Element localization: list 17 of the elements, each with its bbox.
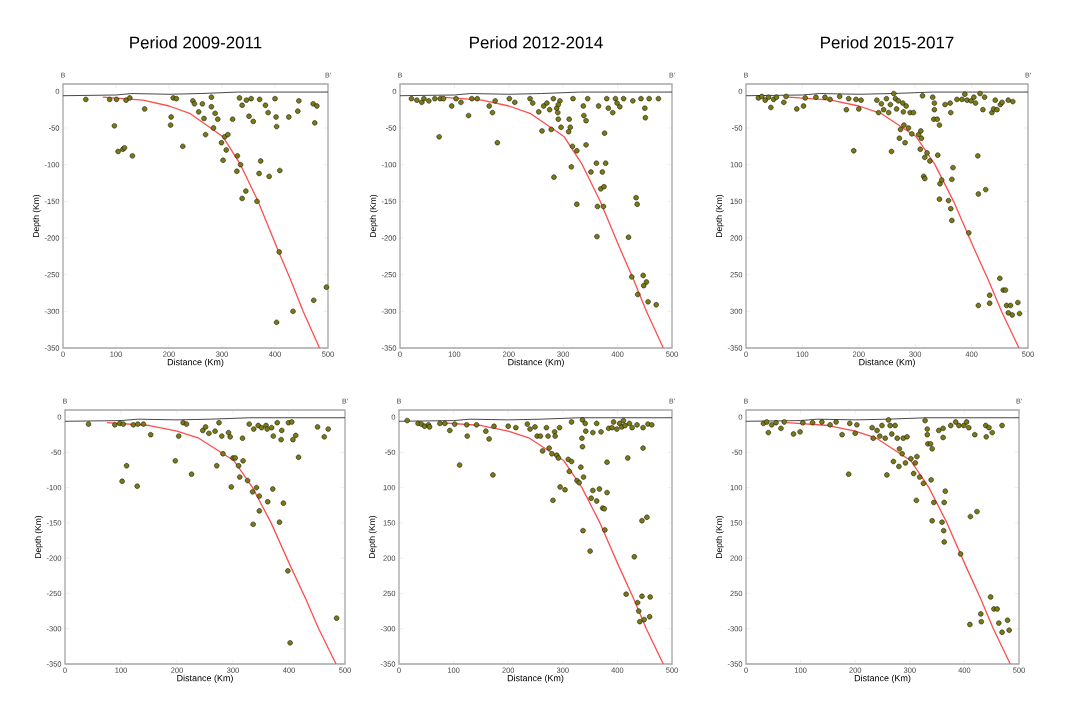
y-axis-title: Depth (Km) (32, 194, 41, 237)
y-axis-title: Depth (Km) (369, 194, 378, 237)
y-axis-title: Depth (Km) (715, 194, 724, 237)
chart-title: Period 2009-2011 (130, 36, 262, 49)
x-axis-title: Distance (Km) (507, 674, 564, 684)
x-axis-title: Distance (Km) (508, 358, 564, 367)
y-axis-title: Depth (Km) (34, 515, 43, 558)
x-axis-title: Distance (Km) (167, 358, 224, 367)
y-axis-title: Depth (Km) (368, 515, 377, 558)
line-series (106, 422, 337, 665)
line-series (102, 96, 321, 349)
chart-title: Period 2015-2017 (821, 36, 954, 49)
y-axis-title: Depth (Km) (715, 515, 724, 558)
x-axis-title: Distance (Km) (177, 674, 233, 684)
x-axis-title: Distance (Km) (854, 674, 911, 684)
chart-title: Period 2012-2014 (470, 36, 603, 49)
x-axis-title: Distance (Km) (859, 358, 915, 367)
